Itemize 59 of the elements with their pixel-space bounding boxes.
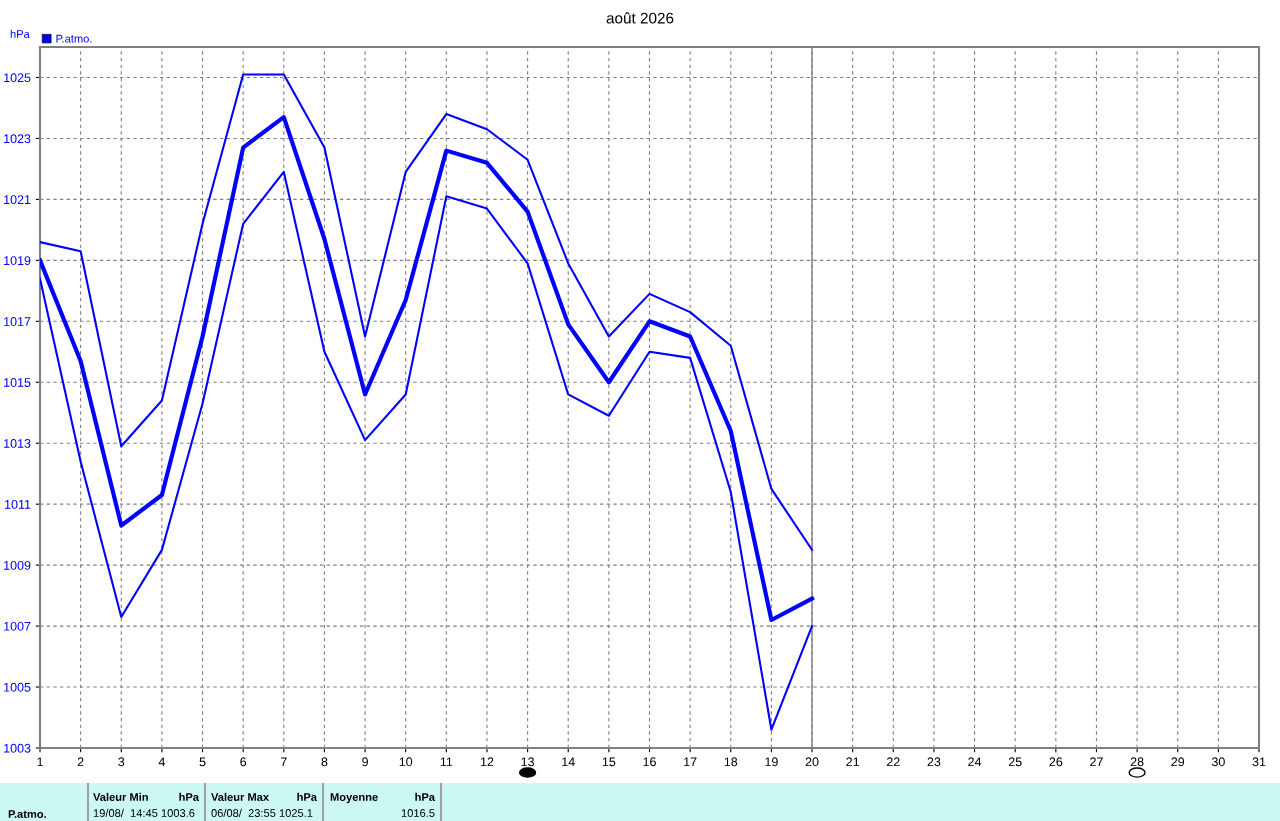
x-tick-label: 26 [1049,757,1063,767]
x-tick-label: 14 [562,757,575,767]
line-series [40,115,815,623]
y-tick-label: 1021 [4,195,31,205]
x-tick-label: 4 [158,757,166,767]
y-tick-label: 1013 [4,439,31,448]
y-tick-label: 1025 [4,73,31,83]
x-tick-label: 25 [1008,757,1022,767]
x-tick-label: 17 [684,757,697,767]
x-tick-label: 2 [77,757,84,767]
x-tick-label: 9 [362,757,368,767]
x-tick-label: 29 [1171,757,1185,767]
y-tick-label: 1023 [4,134,31,144]
x-tick-label: 8 [321,757,328,767]
chart-title: août 2026 [606,12,674,24]
text: hPa [415,792,436,801]
x-tick-label: 18 [724,757,738,767]
x-tick-label: 12 [480,757,494,767]
text: 19/08/ 14:45 1003.6 [93,808,195,817]
y-tick-label: 1015 [4,378,31,387]
y-axis-title: hPa [10,29,30,38]
x-tick-label: 1 [37,757,43,767]
x-tick-label: 10 [399,757,413,767]
x-tick-label: 20 [805,757,819,767]
x-tick-label: 31 [1252,757,1266,767]
x-tick-label: 16 [643,757,656,767]
x-tick-label: 15 [602,757,616,767]
y-tick-label: 1017 [4,317,31,326]
text: 1016.5 [401,809,435,817]
line-series [40,73,814,551]
x-tick-label: 23 [927,757,941,767]
x-tick-label: 30 [1211,757,1225,767]
y-tick-label: 1019 [4,256,31,265]
x-tick-label: 19 [765,757,778,767]
x-tick-label: 7 [280,757,287,767]
text: hPa [179,792,200,801]
text: hPa [297,792,318,801]
x-tick-label: 11 [440,757,453,767]
x-tick-label: 28 [1130,757,1144,767]
y-tick-label: 1005 [4,682,31,692]
text: Valeur Max [211,792,269,801]
text: P.atmo. [8,810,46,818]
x-tick-label: 3 [118,757,125,767]
x-tick-label: 27 [1090,757,1103,767]
line-series [40,170,814,731]
legend-label: P.atmo. [56,34,92,43]
x-tick-label: 13 [521,757,534,767]
y-tick-label: 1009 [4,560,31,570]
x-tick-label: 21 [846,757,860,767]
x-tick-label: 24 [968,757,982,767]
text: Moyenne [330,793,378,804]
y-tick-label: 1007 [4,621,31,631]
text: 06/08/ 23:55 1025.1 [211,808,313,817]
x-tick-label: 5 [199,757,206,767]
x-tick-label: 6 [240,757,247,767]
y-tick-label: 1011 [5,499,31,509]
y-tick-label: 1003 [4,743,31,753]
text: Valeur Min [93,792,148,801]
x-tick-label: 22 [886,757,900,767]
